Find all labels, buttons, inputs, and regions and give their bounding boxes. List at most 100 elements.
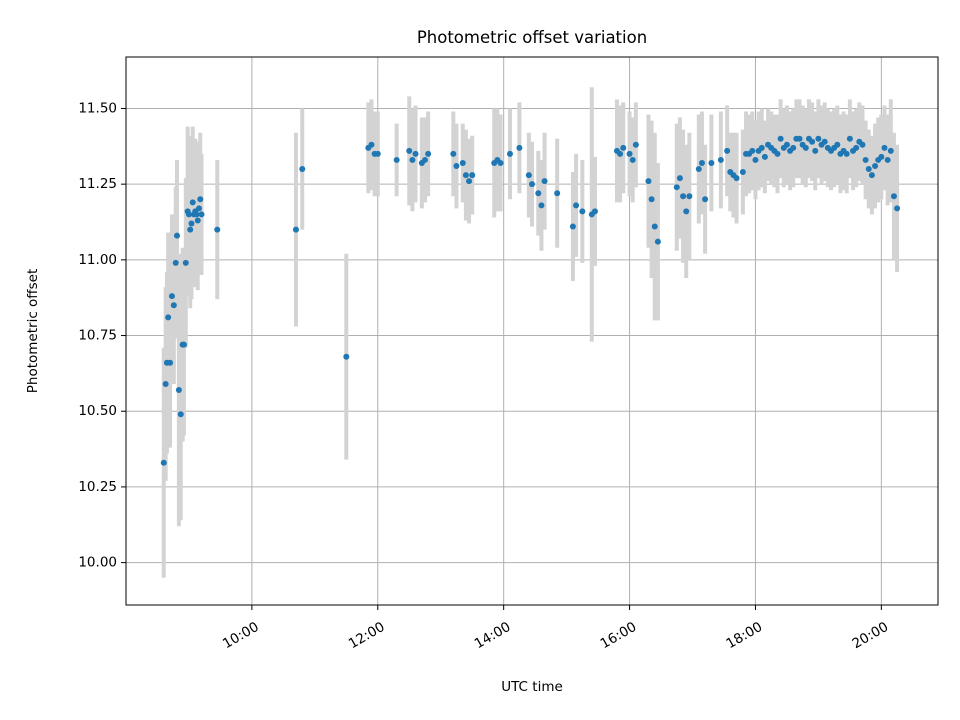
x-axis-ticks: 10:00 12:00 14:00 16:00 18:00 20:00 (220, 605, 891, 652)
data-point (783, 141, 790, 148)
data-point (469, 172, 476, 179)
data-point (843, 150, 850, 157)
x-tick-label: 18:00 (724, 619, 766, 652)
data-point (761, 153, 768, 160)
data-point (182, 259, 189, 266)
data-point (569, 223, 576, 230)
x-tick-label: 12:00 (346, 619, 388, 652)
data-point (717, 156, 724, 163)
data-point (686, 193, 693, 200)
data-point (525, 172, 532, 179)
data-point (881, 144, 888, 151)
data-point (573, 202, 580, 209)
y-axis-label: Photometric offset (25, 269, 41, 393)
data-point (724, 147, 731, 154)
data-point (673, 184, 680, 191)
data-point (680, 193, 687, 200)
data-point (450, 150, 457, 157)
data-point (733, 175, 740, 182)
data-point (651, 223, 658, 230)
data-point (453, 162, 460, 169)
data-point (196, 205, 203, 212)
data-point (862, 156, 869, 163)
data-point (198, 211, 205, 218)
data-point (421, 156, 428, 163)
data-point (541, 178, 548, 185)
x-tick-label: 16:00 (598, 619, 640, 652)
data-point (695, 166, 702, 173)
data-point (815, 135, 822, 142)
data-point (878, 153, 885, 160)
data-point (629, 156, 636, 163)
data-point (887, 147, 894, 154)
data-point (374, 150, 381, 157)
data-point (162, 380, 169, 387)
data-point (859, 141, 866, 148)
data-points (160, 135, 901, 466)
data-point (894, 205, 901, 212)
data-point (180, 341, 187, 348)
data-point (654, 238, 661, 245)
data-point (708, 159, 715, 166)
data-point (812, 147, 819, 154)
data-point (790, 144, 797, 151)
data-point (393, 156, 400, 163)
y-tick-label: 10.75 (78, 328, 117, 344)
data-point (343, 353, 350, 360)
data-point (197, 196, 204, 203)
data-point (774, 150, 781, 157)
data-point (752, 156, 759, 163)
data-point (497, 159, 504, 166)
x-axis-label: UTC time (501, 679, 563, 695)
data-point (425, 150, 432, 157)
data-point (617, 150, 624, 157)
data-point (702, 196, 709, 203)
data-point (160, 459, 167, 466)
data-point (529, 181, 535, 188)
data-point (739, 169, 746, 176)
data-point (554, 190, 561, 197)
data-point (165, 314, 172, 321)
error-bars (161, 87, 900, 578)
data-point (412, 150, 419, 157)
data-point (890, 193, 897, 200)
data-point (777, 135, 784, 142)
data-point (462, 172, 469, 179)
data-point (809, 138, 816, 145)
data-point (175, 387, 182, 394)
data-point (406, 147, 413, 154)
x-tick-label: 14:00 (472, 619, 514, 652)
data-point (177, 411, 184, 418)
data-point (872, 162, 879, 169)
data-point (796, 135, 803, 142)
data-point (299, 166, 306, 173)
data-point (853, 144, 860, 151)
data-point (821, 138, 828, 145)
y-tick-label: 11.25 (78, 176, 117, 192)
data-point (626, 150, 633, 157)
data-point (698, 159, 705, 166)
data-point (189, 199, 196, 206)
y-axis-ticks: 10.00 10.25 10.50 10.75 11.00 11.25 11.50 (78, 100, 126, 571)
data-point (868, 172, 875, 179)
data-point (368, 141, 375, 148)
data-point (645, 178, 652, 185)
data-point (802, 144, 809, 151)
data-point (409, 156, 416, 163)
x-tick-label: 10:00 (220, 619, 262, 652)
data-point (834, 141, 841, 148)
y-tick-label: 10.25 (78, 479, 117, 495)
data-point (194, 217, 201, 224)
y-tick-label: 11.00 (78, 252, 117, 268)
chart-title: Photometric offset variation (417, 28, 647, 47)
data-point (466, 178, 473, 185)
data-point (620, 144, 627, 151)
data-point (758, 144, 765, 151)
y-tick-label: 10.00 (78, 555, 117, 571)
data-point (648, 196, 655, 203)
data-point (535, 190, 542, 197)
data-point (172, 259, 179, 266)
data-point (865, 166, 872, 173)
data-point (884, 156, 891, 163)
data-point (538, 202, 545, 209)
